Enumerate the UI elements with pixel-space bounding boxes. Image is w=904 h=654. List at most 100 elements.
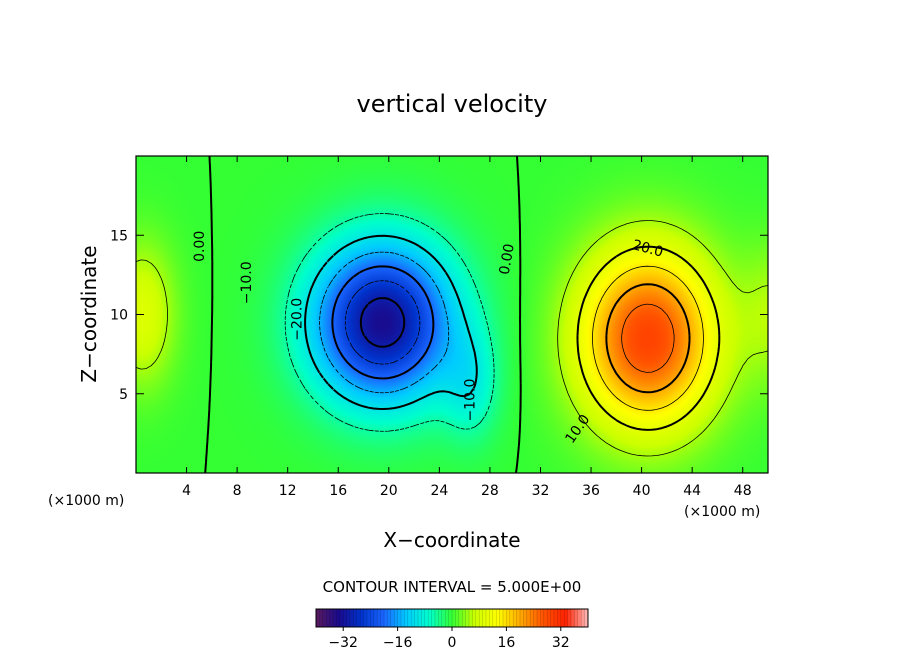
colorbar-cell <box>564 609 568 627</box>
colorbar-cell <box>571 609 575 627</box>
colorbar-cell <box>326 609 330 627</box>
colorbar-cell <box>533 609 538 627</box>
colorbar-cell <box>435 609 439 627</box>
colorbar-cell <box>557 609 562 627</box>
contour-line <box>592 265 704 411</box>
colorbar-cell <box>421 609 426 627</box>
colorbar-cell <box>554 609 558 627</box>
contour-line <box>319 251 450 394</box>
colorbar-cell <box>404 609 409 627</box>
x-tick-label: 40 <box>633 483 651 499</box>
x-tick-label: 20 <box>380 483 398 499</box>
colorbar-cell <box>387 609 392 627</box>
colorbar-cell <box>353 609 358 627</box>
colorbar-cell <box>384 609 388 627</box>
x-axis: 4 8 12 16 20 24 28 32 36 40 44 48 <box>182 156 752 499</box>
x-axis-unit-left: (×1000 m) <box>48 493 124 509</box>
x-tick-label: 24 <box>430 483 448 499</box>
colorbar-cell <box>503 609 507 627</box>
colorbar-tick-label: 32 <box>552 635 570 651</box>
colorbar-cell <box>455 609 460 627</box>
plot-area: 0.00 0.00−10.0−20.0−10.020.010.0 <box>135 155 769 474</box>
y-axis-label: Z−coordinate <box>77 245 101 382</box>
contour-label: −20.0 <box>290 298 306 341</box>
colorbar-cell <box>350 609 354 627</box>
colorbar-ticks: −32 −16 0 16 32 <box>328 627 570 651</box>
colorbar-cell <box>441 609 446 627</box>
colorbar-cell <box>418 609 422 627</box>
colorbar-cell <box>469 609 473 627</box>
contour-label: −10.0 <box>239 261 255 304</box>
contour-line <box>331 265 435 380</box>
contour-line <box>576 245 721 431</box>
colorbar-cell <box>581 609 585 627</box>
colorbar-cell <box>424 609 429 627</box>
contour-interval-label: CONTOUR INTERVAL = 5.000E+00 <box>323 578 582 596</box>
colorbar-tick-label: −32 <box>328 635 358 651</box>
colorbar-cell <box>472 609 477 627</box>
colorbar-tick-label: −16 <box>383 635 413 651</box>
contour-label: 20.0 <box>631 237 665 261</box>
colorbar-cell <box>377 609 381 627</box>
colorbar-cell <box>574 609 579 627</box>
colorbar-cell <box>411 609 415 627</box>
colorbar-cell <box>492 609 497 627</box>
colorbar-cell <box>465 609 470 627</box>
colorbar-cell <box>319 609 324 627</box>
colorbar-cell <box>499 609 504 627</box>
contour-line <box>605 283 691 394</box>
colorbar-tick-label: 0 <box>448 635 457 651</box>
y-tick-label: 10 <box>110 308 128 324</box>
colorbar-cell <box>577 609 582 627</box>
velocity-field <box>136 156 768 473</box>
x-tick-label: 8 <box>233 483 242 499</box>
x-tick-label: 28 <box>481 483 499 499</box>
colorbar-cell <box>462 609 466 627</box>
contour-line <box>621 303 675 373</box>
colorbar-cell <box>397 609 402 627</box>
colorbar-cell <box>520 609 524 627</box>
colorbar-cell <box>496 609 500 627</box>
colorbar-tick-label: 16 <box>497 635 515 651</box>
colorbar-cell <box>448 609 453 627</box>
contour-label: −10.0 <box>463 379 479 422</box>
contour-line <box>284 213 495 432</box>
contour-line <box>204 156 522 473</box>
colorbar-cell <box>550 609 555 627</box>
colorbar-cell <box>523 609 528 627</box>
contour-label: 0.00 <box>497 242 518 275</box>
contour-line <box>136 220 768 457</box>
x-tick-label: 12 <box>279 483 297 499</box>
colorbar-cell <box>394 609 398 627</box>
contour-lines <box>136 156 768 473</box>
y-axis: 5 10 15 <box>110 228 768 403</box>
x-axis-unit-right: (×1000 m) <box>684 504 760 520</box>
colorbar-cell <box>516 609 521 627</box>
colorbar-cell <box>479 609 483 627</box>
colorbar-cell <box>547 609 551 627</box>
colorbar-cell <box>584 609 588 627</box>
colorbar-cell <box>360 609 364 627</box>
x-tick-label: 36 <box>582 483 600 499</box>
colorbar-cell <box>356 609 361 627</box>
colorbar-cell <box>482 609 487 627</box>
colorbar-cell <box>346 609 351 627</box>
colorbar-cell <box>475 609 480 627</box>
contour-line <box>359 297 406 348</box>
colorbar-cell <box>370 609 375 627</box>
x-axis-label: X−coordinate <box>383 528 520 552</box>
colorbar-cell <box>343 609 347 627</box>
colorbar-cell <box>316 609 320 627</box>
colorbar-cell <box>452 609 456 627</box>
colorbar: −32 −16 0 16 32 <box>315 608 589 651</box>
colorbar-cell <box>339 609 344 627</box>
colorbar-cell <box>526 609 531 627</box>
colorbar-cell <box>390 609 395 627</box>
colorbar-cell <box>560 609 565 627</box>
colorbar-cell <box>333 609 337 627</box>
contour-label: 0.00 <box>192 231 208 262</box>
x-tick-label: 48 <box>734 483 752 499</box>
colorbar-cell <box>431 609 436 627</box>
colorbar-cell <box>486 609 490 627</box>
